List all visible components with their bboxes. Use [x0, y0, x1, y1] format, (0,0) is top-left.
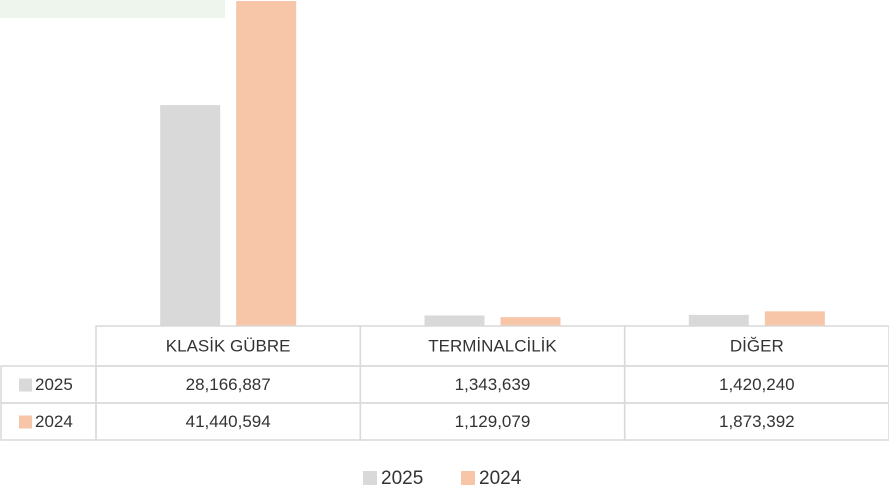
table-value: 28,166,887: [186, 375, 271, 394]
table-value: 1,873,392: [719, 412, 795, 431]
bar: [424, 315, 485, 326]
table-cell: [623, 402, 889, 441]
legend-label: 2025: [381, 468, 423, 489]
bar: [160, 105, 221, 326]
legend-label: 2024: [479, 468, 522, 489]
legend-key: [19, 378, 32, 392]
table-value: 1,343,639: [455, 375, 531, 394]
legend-key: [19, 415, 32, 429]
table-value: 1,129,079: [455, 412, 531, 431]
bar: [500, 317, 561, 326]
bar: [764, 311, 825, 326]
category-label: KLASİK GÜBRE: [166, 336, 291, 355]
bar: [688, 314, 749, 326]
category-label: DİĞER: [730, 336, 784, 355]
row-header: 2024: [35, 412, 73, 431]
legend-key: [363, 471, 377, 485]
legend-key: [461, 471, 475, 485]
header-strip: [0, 0, 225, 18]
bar: [236, 1, 297, 326]
row-header: 2025: [35, 375, 73, 394]
table-value: 41,440,594: [186, 412, 271, 431]
table-value: 1,420,240: [719, 375, 795, 394]
category-label: TERMİNALCİLİK: [428, 336, 557, 355]
